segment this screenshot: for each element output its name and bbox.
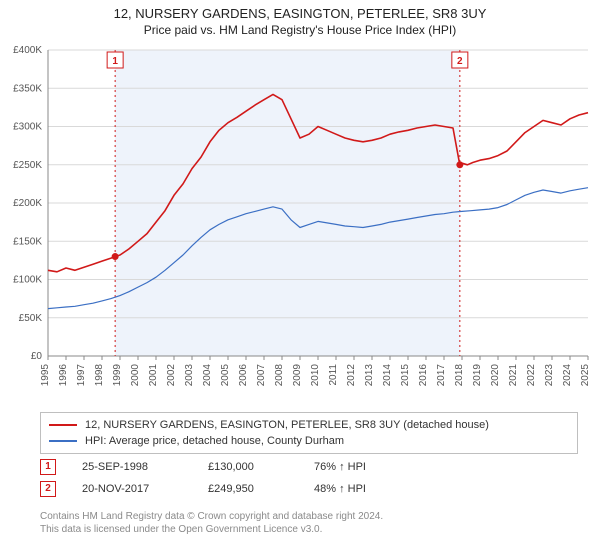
subtitle: Price paid vs. HM Land Registry's House …: [0, 23, 600, 37]
svg-text:2020: 2020: [490, 364, 501, 387]
attribution-line-2: This data is licensed under the Open Gov…: [40, 523, 383, 536]
attribution: Contains HM Land Registry data © Crown c…: [40, 510, 383, 536]
svg-text:2003: 2003: [184, 364, 195, 387]
svg-text:2015: 2015: [400, 364, 411, 387]
svg-text:2012: 2012: [346, 364, 357, 387]
svg-text:2011: 2011: [328, 364, 339, 386]
sale-marker-2-num: 2: [45, 484, 51, 494]
svg-text:£50K: £50K: [19, 313, 43, 324]
legend-row-hpi: HPI: Average price, detached house, Coun…: [49, 433, 569, 449]
sale-2-price: £249,950: [208, 483, 288, 495]
legend-label-price-paid: 12, NURSERY GARDENS, EASINGTON, PETERLEE…: [85, 417, 489, 433]
svg-text:1996: 1996: [58, 364, 69, 387]
svg-text:2025: 2025: [580, 364, 591, 387]
sale-row-2: 2 20-NOV-2017 £249,950 48% ↑ HPI: [40, 478, 394, 500]
svg-text:£200K: £200K: [13, 198, 42, 209]
svg-text:2005: 2005: [220, 364, 231, 387]
svg-text:1998: 1998: [94, 364, 105, 387]
chart-svg: £0 £50K £100K £150K £200K £250K £300K £350K £400…: [0, 44, 600, 404]
svg-text:2023: 2023: [544, 364, 555, 387]
svg-text:2022: 2022: [526, 364, 537, 387]
svg-text:2009: 2009: [292, 364, 303, 387]
svg-text:2018: 2018: [454, 364, 465, 387]
chart: £0 £50K £100K £150K £200K £250K £300K £350K £400…: [0, 44, 600, 404]
svg-text:1999: 1999: [112, 364, 123, 387]
legend-label-hpi: HPI: Average price, detached house, Coun…: [85, 433, 344, 449]
sale-2-date: 20-NOV-2017: [82, 483, 182, 495]
svg-text:2001: 2001: [148, 364, 159, 387]
legend: 12, NURSERY GARDENS, EASINGTON, PETERLEE…: [40, 412, 578, 454]
svg-text:£300K: £300K: [13, 122, 42, 133]
sale-events: 1 25-SEP-1998 £130,000 76% ↑ HPI 2 20-NO…: [40, 456, 394, 500]
svg-text:2008: 2008: [274, 364, 285, 387]
legend-swatch-price-paid: [49, 424, 77, 426]
svg-text:2021: 2021: [508, 364, 519, 387]
svg-text:1: 1: [112, 56, 118, 67]
svg-text:2014: 2014: [382, 364, 393, 387]
svg-text:2010: 2010: [310, 364, 321, 387]
chart-container: { "titles": { "line1": "12, NURSERY GARD…: [0, 0, 600, 560]
legend-swatch-hpi: [49, 440, 77, 442]
svg-text:2002: 2002: [166, 364, 177, 387]
svg-text:2006: 2006: [238, 364, 249, 387]
svg-text:1997: 1997: [76, 364, 87, 387]
svg-text:2007: 2007: [256, 364, 267, 387]
svg-text:£100K: £100K: [13, 275, 42, 286]
address-title: 12, NURSERY GARDENS, EASINGTON, PETERLEE…: [0, 6, 600, 21]
svg-text:2000: 2000: [130, 364, 141, 387]
title-block: 12, NURSERY GARDENS, EASINGTON, PETERLEE…: [0, 0, 600, 37]
attribution-line-1: Contains HM Land Registry data © Crown c…: [40, 510, 383, 523]
svg-text:2: 2: [457, 56, 463, 67]
svg-text:2017: 2017: [436, 364, 447, 387]
svg-text:2013: 2013: [364, 364, 375, 387]
svg-text:2004: 2004: [202, 364, 213, 387]
sale-1-date: 25-SEP-1998: [82, 461, 182, 473]
svg-text:2019: 2019: [472, 364, 483, 387]
sale-marker-2: 2: [40, 481, 56, 497]
sale-2-pct: 48% ↑ HPI: [314, 483, 394, 495]
sale-1-price: £130,000: [208, 461, 288, 473]
svg-text:£150K: £150K: [13, 236, 42, 247]
svg-text:£400K: £400K: [13, 45, 42, 56]
sale-marker-1: 1: [40, 459, 56, 475]
svg-text:2024: 2024: [562, 364, 573, 387]
sale-1-pct: 76% ↑ HPI: [314, 461, 394, 473]
sale-row-1: 1 25-SEP-1998 £130,000 76% ↑ HPI: [40, 456, 394, 478]
svg-text:2016: 2016: [418, 364, 429, 387]
svg-text:£350K: £350K: [13, 83, 42, 94]
svg-text:£250K: £250K: [13, 160, 42, 171]
legend-row-price-paid: 12, NURSERY GARDENS, EASINGTON, PETERLEE…: [49, 417, 569, 433]
svg-text:£0: £0: [31, 351, 43, 362]
sale-marker-1-num: 1: [45, 462, 51, 472]
svg-text:1995: 1995: [40, 364, 51, 387]
